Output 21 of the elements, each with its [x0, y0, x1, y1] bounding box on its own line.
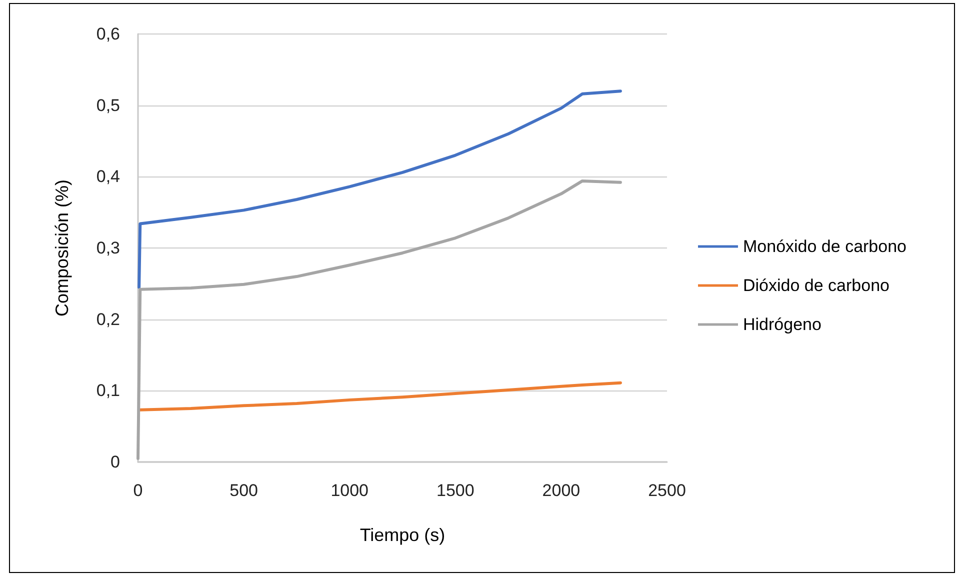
x-tick-label: 0: [133, 481, 143, 500]
y-tick-label: 0,2: [96, 310, 120, 329]
y-axis-title: Composición (%): [52, 179, 72, 317]
x-axis-title: Tiempo (s): [360, 525, 446, 545]
y-tick-label: 0,5: [96, 96, 120, 115]
y-tick-label: 0,6: [96, 24, 120, 44]
y-tick-label: 0: [110, 452, 120, 472]
legend-label: Monóxido de carbono: [743, 237, 907, 256]
x-tick-label: 2500: [648, 481, 686, 500]
x-tick-label: 1500: [436, 481, 474, 500]
x-tick-label: 1000: [330, 481, 369, 500]
y-tick-label: 0,1: [96, 381, 120, 400]
line-series: [138, 381, 622, 412]
x-tick-label: 2000: [542, 481, 580, 500]
legend-label: Hidrógeno: [743, 315, 822, 334]
line-series: [136, 179, 622, 460]
y-tick-label: 0,4: [96, 167, 120, 186]
legend-label: Dióxido de carbono: [743, 276, 890, 295]
y-tick-label: 0,3: [96, 238, 120, 258]
x-tick-label: 500: [230, 481, 258, 500]
line-series: [138, 90, 622, 289]
